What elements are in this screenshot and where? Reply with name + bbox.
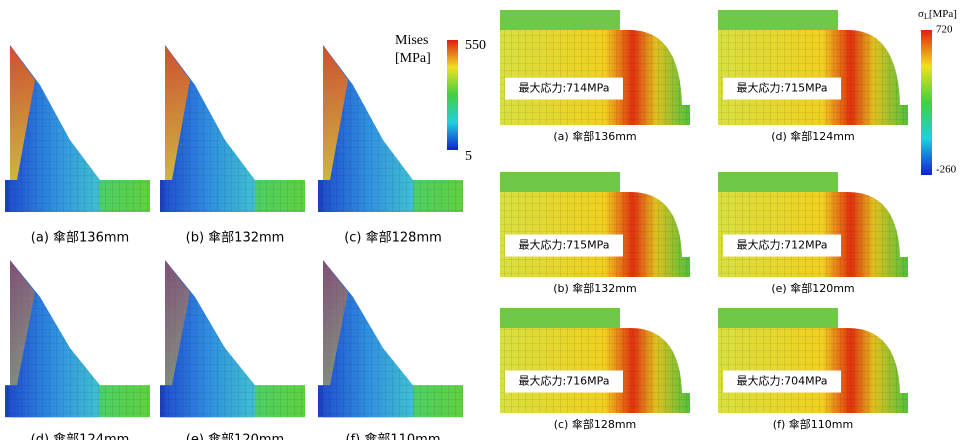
subscript: L: [924, 12, 929, 21]
max-stress: 最大応力:716MPa: [518, 374, 609, 388]
label-box: [723, 370, 841, 393]
caption: (c) 傘部128mm: [344, 231, 442, 246]
caption: (d) 傘部124mm: [31, 433, 130, 440]
label-box: [723, 234, 841, 257]
caption: (f) 傘部110mm: [773, 417, 853, 431]
colorbar: [447, 40, 458, 150]
max-stress: 最大応力:714MPa: [518, 81, 609, 95]
caption: (a) 傘部136mm: [553, 129, 636, 143]
caption: (b) 傘部132mm: [186, 231, 285, 246]
max-stress: 最大応力:715MPa: [736, 81, 827, 95]
mesh-edge: [10, 260, 35, 386]
plate-tab: [718, 308, 838, 328]
plate-tab: [500, 172, 620, 192]
colorbar: [921, 30, 932, 175]
content: (a) 傘部136mm (b) 傘部132mm (c) 傘部128mm (d) 傘部1…: [5, 8, 957, 440]
caption: (a) 傘部136mm: [31, 231, 129, 246]
caption: (c) 傘部128mm: [554, 417, 637, 431]
symbol: σ: [918, 8, 924, 20]
colorbar-unit: [MPa]: [395, 51, 431, 66]
caption: (f) 傘部110mm: [346, 433, 441, 440]
plate-tab: [718, 10, 838, 30]
caption: (b) 傘部132mm: [553, 281, 637, 295]
unit: [MPa]: [929, 8, 957, 20]
max-stress: 最大応力:715MPa: [518, 238, 609, 252]
mesh-edge: [165, 260, 190, 386]
caption: (d) 傘部124mm: [771, 129, 855, 143]
colorbar-title: σL[MPa]: [918, 8, 957, 21]
label-box: [505, 370, 623, 393]
plate-tab: [500, 308, 620, 328]
caption: (e) 傘部120mm: [186, 433, 284, 440]
mesh-edge: [323, 45, 348, 180]
mesh-edge: [323, 260, 348, 386]
colorbar-max: 550: [465, 38, 486, 53]
max-stress: 最大応力:712MPa: [736, 238, 827, 252]
plate-tab: [500, 10, 620, 30]
label-box: [505, 234, 623, 257]
max-stress: 最大応力:704MPa: [736, 374, 827, 388]
caption: (e) 傘部120mm: [771, 281, 854, 295]
mesh-edge: [10, 45, 35, 180]
colorbar-min: -260: [936, 164, 957, 176]
colorbar-max: 720: [936, 24, 953, 36]
label-box: [723, 77, 841, 100]
colorbar-min: 5: [465, 149, 472, 164]
plate-tab: [718, 172, 838, 192]
colorbar-title: Mises: [395, 33, 428, 48]
mesh-edge: [165, 45, 190, 180]
label-box: [505, 77, 623, 100]
